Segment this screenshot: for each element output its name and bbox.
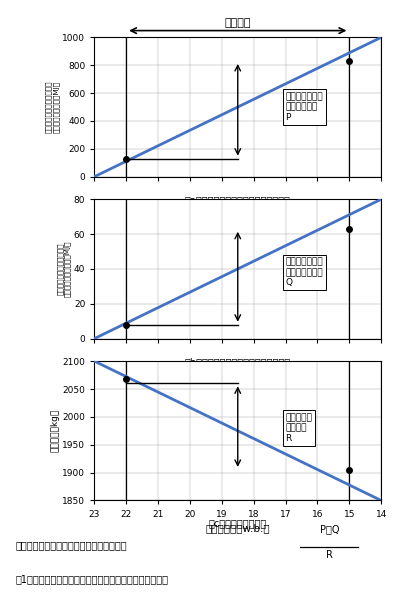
- Y-axis label: もみ質量（kg）: もみ質量（kg）: [51, 409, 59, 452]
- Y-axis label: 灌油消費量から求められる
消費熱エネルギー（MJ）: 灌油消費量から求められる 消費熱エネルギー（MJ）: [45, 81, 59, 133]
- Text: P＋Q: P＋Q: [320, 524, 339, 534]
- Text: 評価区間の消費
熱エネルギー
P: 評価区間の消費 熱エネルギー P: [286, 92, 323, 122]
- Text: 評価区間の
蔕発水量
R: 評価区間の 蔕発水量 R: [286, 413, 312, 443]
- Text: （b）電気による消費エネルギーの変化: （b）電気による消費エネルギーの変化: [185, 357, 291, 366]
- X-axis label: もみ水分（％w.b.）: もみ水分（％w.b.）: [206, 522, 270, 533]
- Text: 乾燥試験における実際の消費エネルギー＝: 乾燥試験における実際の消費エネルギー＝: [15, 540, 127, 550]
- Text: 図1　各測定項目の経時変化とエネルギー消費量の求め方: 図1 各測定項目の経時変化とエネルギー消費量の求め方: [15, 574, 169, 584]
- Text: （a）灌油による消費エネルギーの変化: （a）灌油による消費エネルギーの変化: [185, 195, 291, 205]
- Text: （c）もみ質量の変化: （c）もみ質量の変化: [209, 519, 267, 528]
- Text: 評価区間の消費
電気エネルギー
Q: 評価区間の消費 電気エネルギー Q: [286, 257, 323, 288]
- Text: R: R: [326, 550, 333, 560]
- Text: 評価区間: 評価区間: [224, 18, 251, 28]
- Y-axis label: 消費電力量から求められる
消費電気エネルギー（MJ）: 消費電力量から求められる 消費電気エネルギー（MJ）: [57, 241, 71, 297]
